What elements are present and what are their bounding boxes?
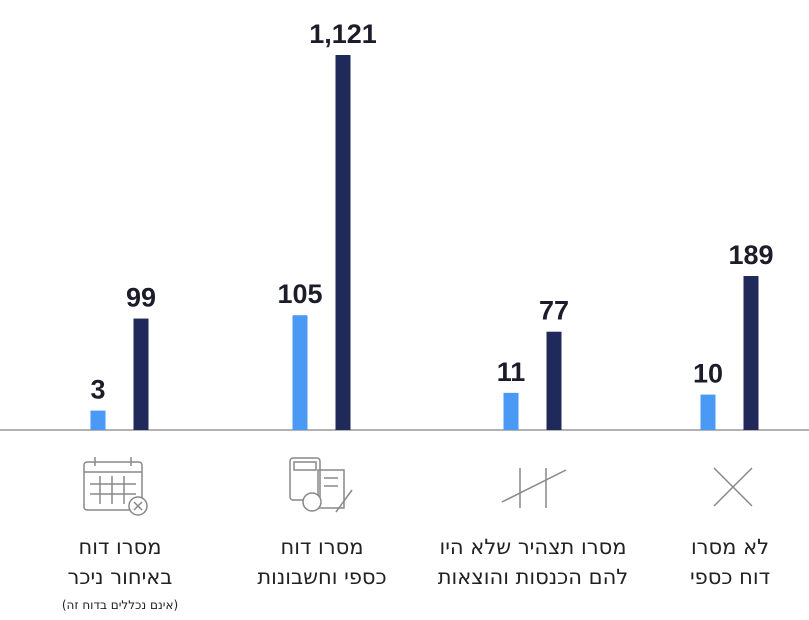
value-label: 11	[497, 357, 526, 387]
value-label: 105	[277, 279, 322, 309]
x-icon	[713, 467, 753, 507]
calculator-icon	[289, 457, 353, 513]
category-label: מסרו תצהיר שלא היו להם הכנסות והוצאות	[437, 535, 629, 589]
category-label: מסרו דוח באיחור ניכר	[67, 535, 173, 589]
bar	[133, 318, 149, 430]
bar	[335, 55, 351, 430]
category-label: מסרו דוח כספי וחשבונות	[257, 535, 387, 589]
calendar-icon	[83, 457, 148, 516]
value-label: 3	[90, 375, 105, 405]
value-label: 189	[728, 240, 773, 270]
category-label: לא מסרו דוח כספי	[689, 535, 771, 589]
bar	[743, 276, 759, 430]
value-label: 10	[693, 359, 723, 389]
value-label: 1,121	[309, 19, 377, 49]
bar	[292, 315, 308, 430]
bar	[700, 394, 716, 430]
note: (אינם נכללים בדוח זה)	[61, 598, 179, 612]
bar	[503, 392, 519, 430]
value-label: 99	[126, 283, 156, 313]
no-change-icon	[501, 468, 567, 508]
bar	[546, 331, 562, 430]
bar	[90, 410, 106, 430]
value-label: 77	[539, 296, 569, 326]
